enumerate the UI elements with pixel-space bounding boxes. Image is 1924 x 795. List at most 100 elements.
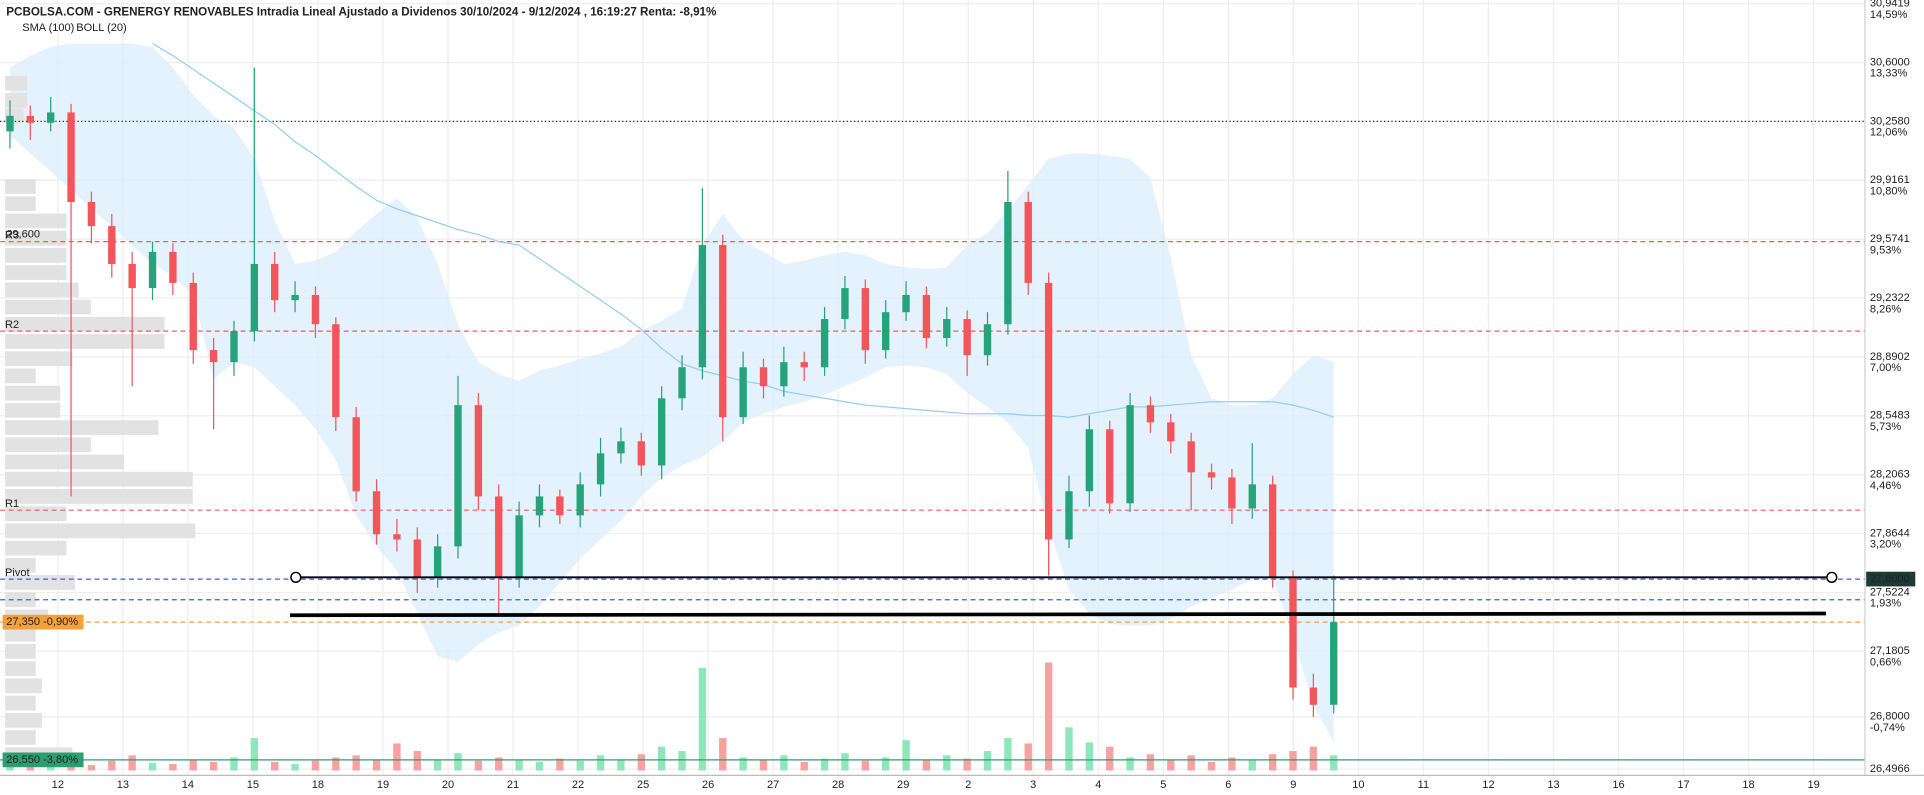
volume-bar (1024, 743, 1032, 771)
y-tick-label: 29,2322 (1870, 292, 1910, 304)
volume-bar (882, 757, 890, 771)
x-tick-label: 26 (702, 779, 714, 791)
volume-profile-bar (5, 265, 67, 280)
x-tick-label: 16 (1612, 779, 1624, 791)
volume-bar (1289, 751, 1297, 771)
volume-bar (413, 751, 421, 771)
volume-bar (1330, 755, 1338, 771)
level-label: R1 (5, 498, 19, 510)
candle-body (413, 539, 421, 578)
candle-body (128, 263, 136, 289)
x-tick-label: 18 (1742, 779, 1754, 791)
volume-bar (495, 757, 503, 771)
candle-body (6, 115, 14, 132)
volume-bar (87, 765, 96, 771)
volume-bar (128, 755, 136, 771)
legend-entry: BOLL (20) (76, 22, 126, 34)
volume-profile-bar (5, 695, 36, 711)
volume-profile-bar (5, 678, 42, 694)
x-tick-label: 22 (572, 779, 584, 791)
volume-profile-bar (5, 644, 36, 659)
candle-body (1024, 201, 1032, 283)
candle-body (332, 324, 340, 418)
candle-body (495, 496, 503, 578)
volume-profile-bar (5, 471, 193, 487)
y-tick-label: 30,9419 (1870, 0, 1910, 10)
volume-profile-bar (5, 420, 159, 435)
candle-body (922, 294, 931, 339)
volume-bar (1065, 727, 1073, 771)
x-tick-label: 14 (182, 779, 194, 791)
volume-bar (983, 751, 992, 771)
trendline (289, 611, 1826, 618)
x-tick-label: 2 (965, 779, 971, 791)
candle-body (841, 288, 849, 320)
volume-bar (169, 763, 177, 771)
candle-body (352, 417, 360, 492)
level-label: 27,350 -0,90% (6, 616, 78, 628)
y2-tick-label: 3,20% (1870, 539, 1901, 551)
volume-bar (1207, 761, 1216, 771)
candle-body (1085, 429, 1094, 492)
y-tick-label: 27,1805 (1870, 645, 1910, 657)
y2-tick-label: 1,93% (1870, 598, 1901, 610)
volume-profile-bar (5, 282, 79, 298)
volume-bar (209, 761, 218, 771)
y-tick-label: 28,5483 (1870, 410, 1910, 422)
volume-bar (576, 760, 584, 771)
legend-entry: SMA (100) (22, 22, 74, 34)
y2-tick-label: 14,59% (1870, 9, 1908, 21)
y-tick-label: 30,6000 (1870, 56, 1910, 68)
volume-profile-bar (5, 385, 61, 401)
y-tick-label: 27,5224 (1870, 586, 1910, 598)
x-tick-label: 15 (247, 779, 259, 791)
x-tick-label: 19 (377, 779, 389, 791)
volume-bar (657, 746, 666, 771)
candle-body (189, 282, 197, 351)
volume-bar (922, 759, 931, 771)
x-tick-label: 9 (1290, 779, 1296, 791)
volume-profile-bar (5, 712, 42, 728)
volume-profile-bar (5, 540, 67, 556)
x-tick-label: 10 (1352, 779, 1364, 791)
candle-body (1248, 484, 1256, 509)
y-tick-label: 26,4966 (1870, 763, 1910, 775)
volume-profile-bar (5, 437, 91, 453)
y2-tick-label: 0,66% (1870, 657, 1901, 669)
volume-bar (800, 761, 808, 771)
volume-bar (372, 759, 381, 771)
volume-profile-bar (5, 575, 75, 590)
volume-bar (454, 753, 462, 771)
volume-profile-bar (5, 523, 196, 539)
x-tick-label: 11 (1418, 779, 1429, 791)
volume-bar (678, 751, 686, 771)
x-tick-label: 20 (442, 779, 454, 791)
y-tick-label: 29,9161 (1870, 174, 1910, 186)
candle-body (1187, 441, 1195, 473)
level-label: Pivot (5, 567, 30, 579)
candle-body (250, 263, 259, 332)
y2-tick-label: 10,80% (1870, 185, 1908, 197)
candle-body (67, 112, 75, 202)
volume-bar (1004, 738, 1012, 771)
candle-body (209, 350, 218, 363)
volume-bar (474, 760, 483, 771)
volume-profile-bar (5, 316, 165, 332)
candle-body (963, 319, 971, 356)
volume-bar (637, 754, 645, 771)
x-tick-label: 18 (312, 779, 324, 791)
trendline-handle (290, 571, 302, 583)
volume-bar (1187, 755, 1195, 771)
volume-profile-bar (5, 247, 67, 263)
y-tick-label: 28,8902 (1870, 351, 1910, 363)
volume-bar (148, 762, 157, 771)
candle-body (1167, 422, 1175, 442)
volume-bar (1146, 754, 1155, 771)
candle-body (556, 496, 564, 516)
volume-bar (719, 738, 727, 771)
volume-bar (515, 759, 523, 771)
candle-body (393, 534, 401, 540)
candle-body (1268, 484, 1277, 578)
candle-body (617, 441, 625, 454)
